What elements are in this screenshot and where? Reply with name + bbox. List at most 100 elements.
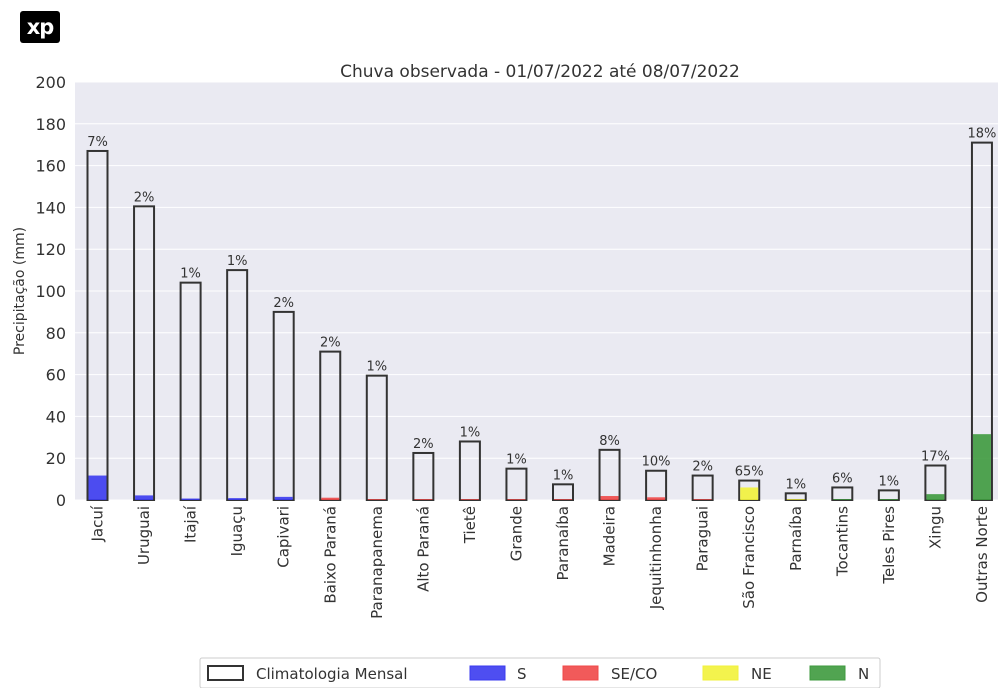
climatologia-bar: [552, 483, 574, 502]
observed-bar: [600, 496, 619, 500]
climatologia-bar: [598, 448, 621, 501]
percent-label: 18%: [967, 127, 996, 142]
y-tick-label: 80: [46, 324, 66, 343]
percent-label: 10%: [642, 455, 671, 470]
y-tick-label: 140: [35, 198, 66, 217]
climatologia-bar: [505, 467, 528, 501]
y-tick-label: 100: [35, 282, 66, 301]
y-tick-label: 120: [35, 240, 66, 259]
x-tick-label: Paraguai: [694, 506, 712, 571]
percent-label: 17%: [921, 450, 950, 465]
climatologia-bar: [412, 451, 435, 502]
x-tick-label: Capivari: [275, 506, 293, 568]
y-tick-label: 180: [35, 115, 66, 134]
observed-bar: [879, 499, 898, 500]
chart-title: Chuva observada - 01/07/2022 até 08/07/2…: [340, 62, 740, 82]
climatologia-bar: [86, 149, 109, 501]
percent-label: 2%: [320, 336, 341, 351]
percent-label: 2%: [413, 437, 434, 452]
percent-label: 1%: [366, 360, 387, 375]
observed-bar: [135, 495, 154, 500]
observed-bar: [926, 494, 945, 500]
x-tick-label: Parnaíba: [787, 506, 805, 571]
percent-label: 7%: [87, 135, 108, 150]
percent-label: 1%: [227, 254, 248, 269]
x-tick-label: Paranapanema: [368, 506, 386, 619]
y-tick-label: 40: [46, 407, 66, 426]
climatologia-bar: [458, 440, 481, 502]
percent-label: 2%: [692, 460, 713, 475]
legend-label: S: [517, 665, 527, 683]
y-axis: 0 20 40 60 80 100 120 140 160 180 200: [35, 73, 66, 510]
y-tick-label: 200: [35, 73, 66, 92]
legend-swatch: [809, 665, 846, 681]
observed-bar: [460, 499, 479, 500]
climatologia-bar: [365, 374, 388, 501]
legend-label: Climatologia Mensal: [256, 665, 408, 683]
observed-bar: [228, 498, 247, 500]
x-tick-label: Tocantins: [833, 506, 851, 577]
percent-label: 6%: [832, 471, 853, 486]
legend-swatch: [469, 665, 506, 681]
x-tick-label: Grande: [507, 506, 525, 561]
percent-label: 1%: [879, 474, 900, 489]
legend-label: SE/CO: [611, 665, 657, 683]
climatologia-bar: [133, 205, 156, 501]
x-axis: Jacuí Uruguai Itajaí Iguaçu Capivari Baixo Pa…: [89, 505, 991, 619]
legend-swatch: [562, 665, 599, 681]
observed-bar: [414, 499, 433, 500]
observed-bar: [833, 499, 852, 500]
legend-swatch: [207, 665, 244, 681]
percent-label: 65%: [735, 465, 764, 480]
x-tick-label: Uruguai: [135, 506, 153, 565]
climatologia-bar: [691, 474, 714, 501]
x-tick-label: Outras Norte: [973, 506, 991, 603]
observed-bar: [693, 499, 712, 500]
climatologia-bar: [784, 492, 807, 502]
x-tick-label: Itajaí: [182, 505, 200, 543]
observed-bar: [972, 434, 991, 500]
percent-label: 1%: [460, 425, 481, 440]
percent-label: 1%: [553, 468, 574, 483]
legend: Climatologia Mensal S SE/CO NE N: [199, 657, 881, 688]
observed-bar: [181, 498, 200, 500]
x-tick-label: Tietê: [461, 506, 479, 544]
observed-bar: [507, 499, 526, 500]
observed-bar: [321, 497, 340, 500]
climatologia-bar: [645, 469, 668, 501]
percent-label: 2%: [273, 296, 294, 311]
x-tick-label: Jequitinhonha: [647, 506, 665, 610]
logo-text: xp: [26, 15, 55, 39]
percent-label: 1%: [180, 267, 201, 282]
y-tick-label: 20: [46, 449, 66, 468]
observed-bar: [274, 496, 293, 500]
observed-bar: [647, 497, 666, 500]
bars: 7% 2% 1% 1% 2% 2% 1% 2% 1% 1% 1% 8% 10% 2% 65% 1% 6% 1% 17…: [86, 127, 996, 502]
x-tick-label: Iguaçu: [228, 506, 246, 556]
observed-bar: [88, 475, 107, 500]
x-tick-label: Teles Pires: [880, 506, 898, 585]
x-tick-label: Baixo Paraná: [321, 506, 339, 604]
climatologia-bar: [831, 486, 854, 501]
legend-swatch: [702, 665, 739, 681]
percent-label: 2%: [134, 190, 155, 205]
legend-label: NE: [751, 665, 772, 683]
climatologia-bar: [319, 350, 342, 501]
y-tick-label: 60: [46, 366, 66, 385]
y-axis-label: Precipitação (mm): [12, 227, 28, 355]
climatologia-bar: [226, 269, 249, 501]
x-tick-label: Madeira: [601, 506, 619, 566]
observed-bar: [554, 499, 572, 500]
x-tick-label: Jacuí: [89, 505, 107, 542]
climatologia-bar: [877, 489, 900, 501]
y-tick-label: 0: [56, 491, 66, 510]
xp-logo-icon: xp: [20, 11, 60, 43]
climatologia-bar: [179, 281, 202, 502]
x-tick-label: Alto Paraná: [414, 506, 432, 592]
x-tick-label: Paranaíba: [554, 506, 572, 581]
percent-label: 1%: [785, 477, 806, 492]
observed-bar: [367, 499, 386, 500]
x-tick-label: São Francisco: [740, 506, 758, 609]
